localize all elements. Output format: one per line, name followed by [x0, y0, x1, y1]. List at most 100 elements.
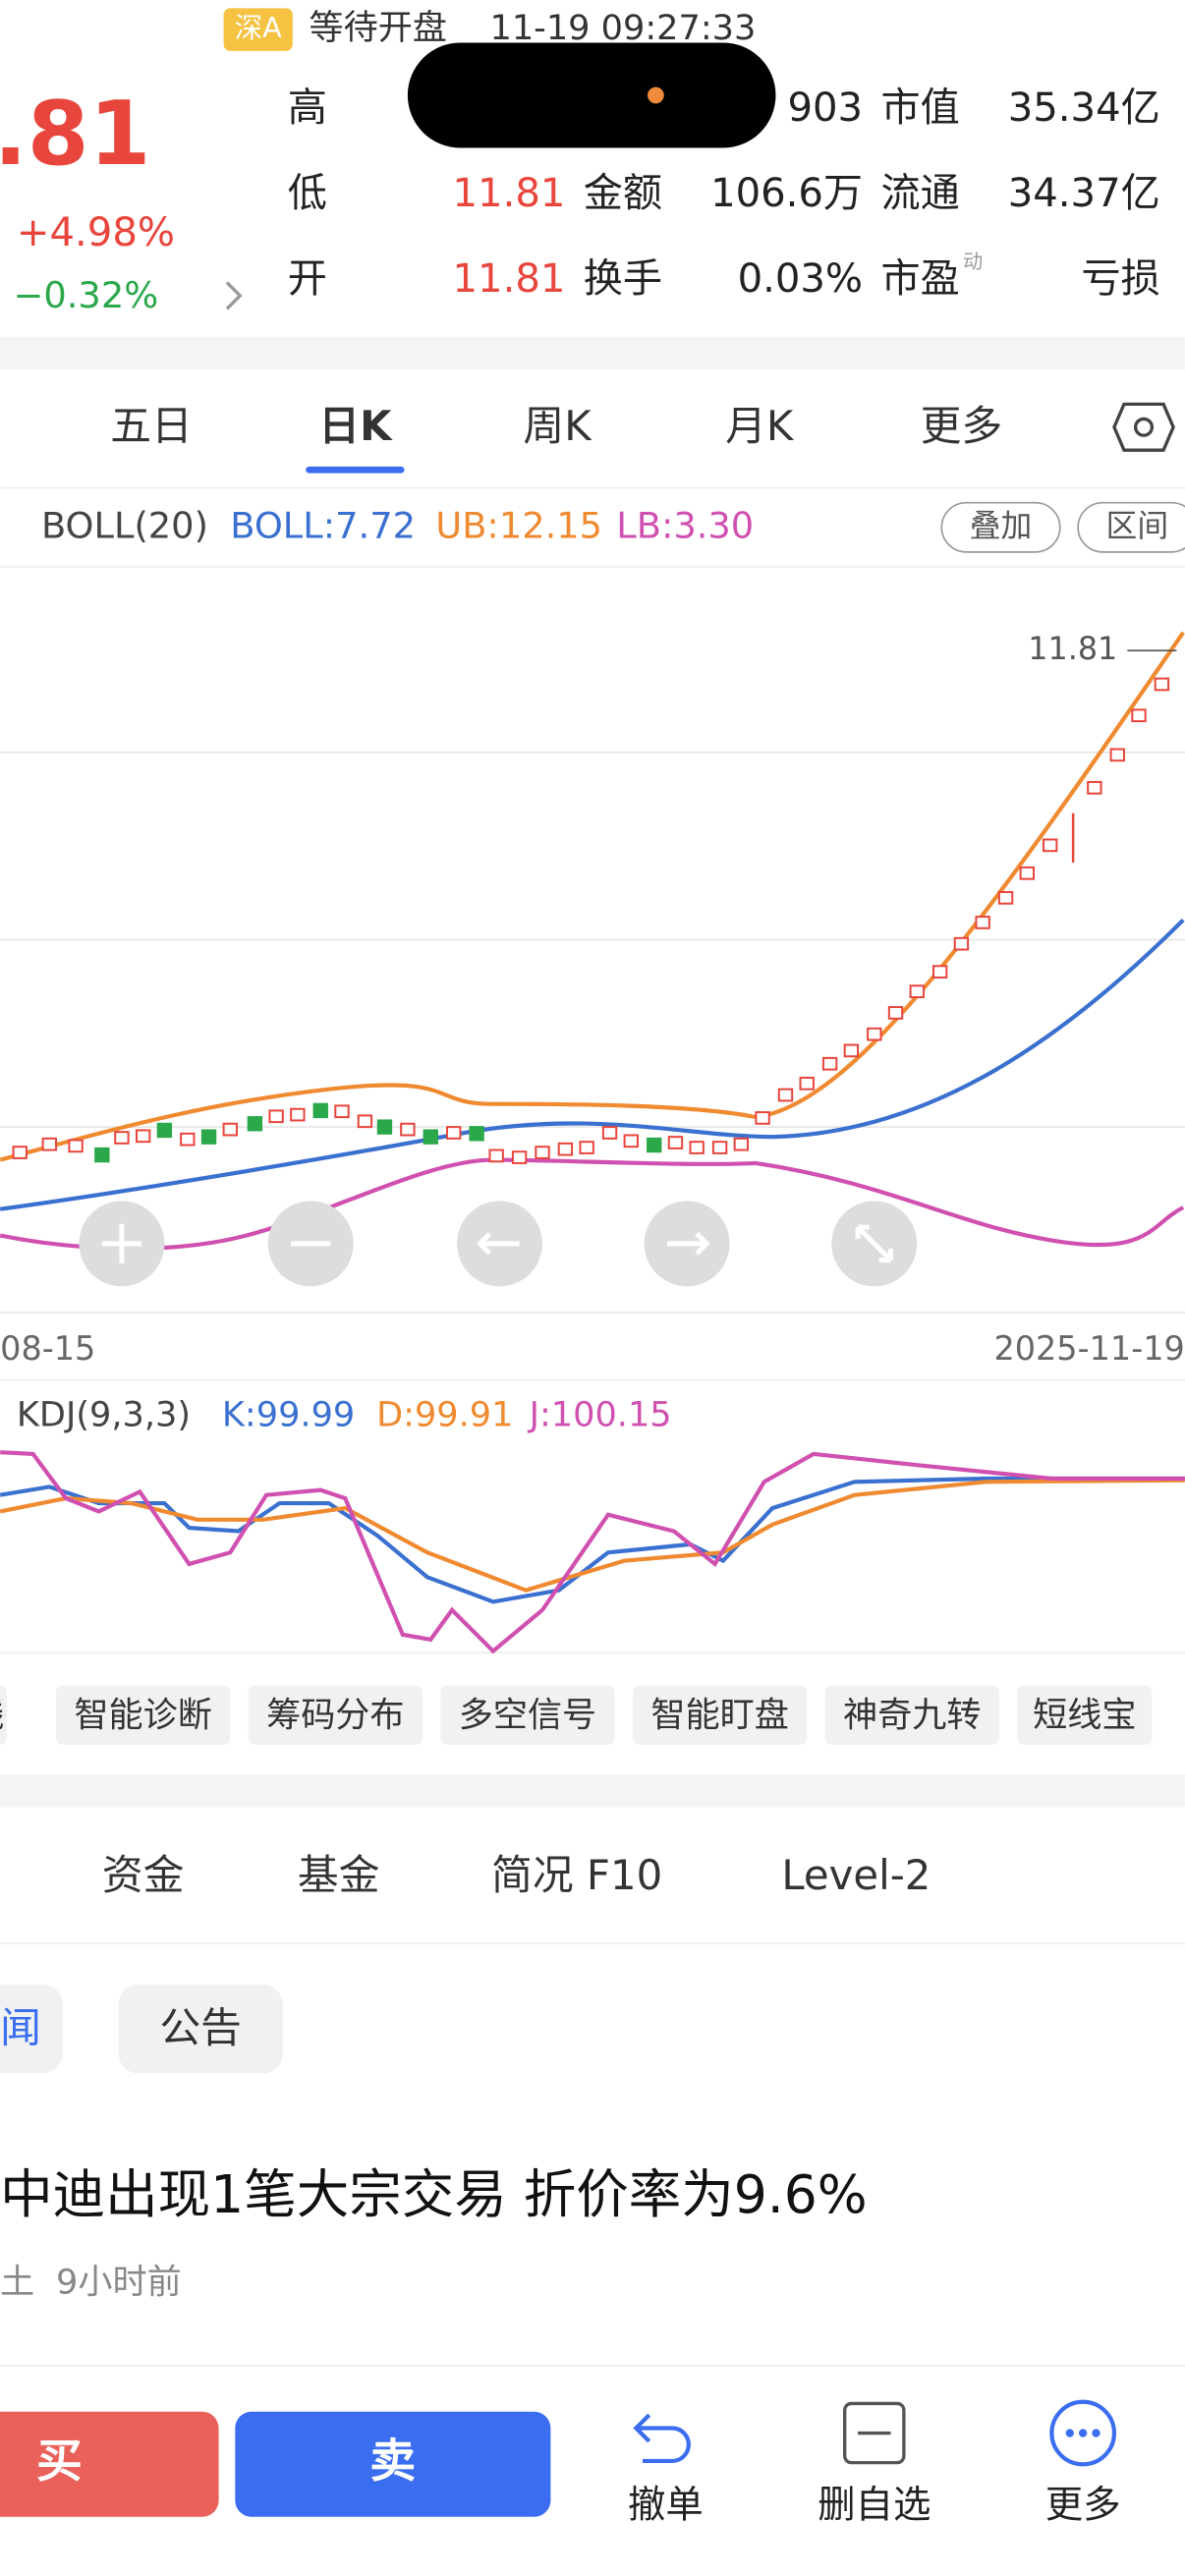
- cancel-icon: [633, 2413, 691, 2464]
- time: 11-19 09:27:33: [489, 8, 756, 48]
- news-source: 土: [0, 2262, 34, 2302]
- tool[interactable]: 智能盯盘: [650, 1695, 788, 1735]
- tool-bg[interactable]: [56, 1685, 231, 1745]
- period-tab[interactable]: 五日: [110, 402, 193, 450]
- candle: [268, 1109, 284, 1124]
- candle: [94, 1147, 110, 1163]
- tool[interactable]: 筹码分布: [266, 1695, 404, 1735]
- candle: [400, 1122, 416, 1137]
- period-tab[interactable]: 日K: [318, 402, 393, 450]
- lb: LB:3.30: [616, 504, 754, 546]
- candle: [1019, 866, 1035, 880]
- end-date: 2025-11-19: [993, 1329, 1184, 1368]
- candle: [579, 1141, 594, 1154]
- candle: [733, 1137, 750, 1151]
- tab-indicator: [306, 466, 405, 474]
- label: 市盈: [880, 256, 959, 302]
- candle: [1087, 780, 1102, 795]
- market-badge: [223, 8, 293, 51]
- sell[interactable]: 卖: [369, 2436, 416, 2489]
- tool[interactable]: 多空信号: [459, 1695, 596, 1735]
- period-tab[interactable]: 周K: [523, 402, 592, 450]
- kdj-name: KDJ(9,3,3): [17, 1394, 191, 1434]
- news-time: 9小时前: [56, 2262, 182, 2302]
- remove[interactable]: 删自选: [818, 2483, 931, 2527]
- candle: [247, 1116, 263, 1132]
- label: 流通: [880, 171, 959, 216]
- range[interactable]: 区间: [1106, 509, 1169, 544]
- cancel[interactable]: 撤单: [628, 2483, 704, 2527]
- label: 高: [288, 85, 327, 131]
- overlay[interactable]: 叠加: [970, 509, 1033, 544]
- range-btn[interactable]: [1077, 501, 1185, 553]
- boll: BOLL:7.72: [230, 504, 416, 546]
- chevron: [225, 281, 243, 310]
- candle: [887, 1006, 904, 1020]
- tool[interactable]: 神奇九转: [843, 1695, 981, 1735]
- candle: [931, 965, 948, 979]
- tool-bg[interactable]: [248, 1685, 423, 1745]
- buy-btn[interactable]: [0, 2411, 219, 2517]
- tool[interactable]: 线: [0, 1695, 4, 1735]
- candle: [200, 1129, 217, 1145]
- candle: [975, 916, 990, 929]
- news-tab[interactable]: 闻: [0, 2003, 41, 2051]
- news-tab-bg[interactable]: [118, 1985, 283, 2074]
- period-tab[interactable]: 月K: [725, 402, 795, 450]
- value: 903: [787, 85, 863, 131]
- candle: [623, 1134, 639, 1148]
- value: 34.37亿: [1008, 171, 1160, 216]
- candle: [511, 1150, 528, 1164]
- info-tab[interactable]: 基金: [298, 1851, 380, 1899]
- candle: [423, 1129, 438, 1145]
- info-tab[interactable]: 简况 F10: [491, 1851, 662, 1899]
- more-icon: [1049, 2399, 1117, 2467]
- tool-bar: 线 智能诊断 筹码分布 多空信号 智能盯盘 神奇九转 短线宝: [0, 1685, 1153, 1745]
- state: 等待开盘: [310, 8, 447, 48]
- tool-bg[interactable]: [1017, 1685, 1153, 1745]
- candle: [667, 1136, 684, 1149]
- grid: [0, 752, 1185, 1314]
- news-tab[interactable]: 公告: [159, 2003, 242, 2051]
- candle: [41, 1137, 58, 1151]
- candle: [1109, 748, 1125, 762]
- change-pct: +4.98%: [17, 210, 175, 255]
- camera-cutout: [407, 42, 776, 148]
- quote-grid: 高 903 市值 35.34亿 低 11.81 金额 106.6万 流通 34.…: [288, 85, 1160, 302]
- label: 市值: [880, 85, 959, 131]
- candle: [290, 1107, 306, 1122]
- tool-bg[interactable]: [632, 1685, 808, 1745]
- kdj-d-line: [0, 1478, 1185, 1593]
- tool-bg[interactable]: [824, 1685, 999, 1745]
- candle: [601, 1126, 618, 1140]
- candle: [689, 1141, 705, 1154]
- candle: [909, 984, 925, 999]
- candle: [469, 1126, 484, 1142]
- period-tab[interactable]: 更多: [921, 402, 1003, 450]
- tool-bg[interactable]: [440, 1685, 615, 1745]
- value: 35.34亿: [1008, 85, 1160, 131]
- tool[interactable]: 短线宝: [1033, 1695, 1136, 1735]
- news-tab-bg[interactable]: [0, 1985, 63, 2074]
- candle: [312, 1102, 328, 1119]
- more[interactable]: 更多: [1045, 2483, 1121, 2527]
- last-price: .81: [0, 83, 150, 186]
- news-title[interactable]: 中迪出现1笔大宗交易 折价率为9.6%: [0, 2163, 867, 2225]
- kdj-j-line: [0, 1450, 1185, 1654]
- value: 106.6万: [710, 171, 863, 216]
- overlay-btn[interactable]: [940, 501, 1061, 553]
- boll-mid: [0, 918, 1185, 1211]
- candle: [1043, 838, 1058, 853]
- price-label: 11.81: [1028, 632, 1117, 667]
- remove-icon: [843, 2401, 906, 2465]
- settings-icon: [1112, 402, 1175, 452]
- sell-btn[interactable]: [235, 2411, 551, 2517]
- label: 金额: [584, 171, 662, 216]
- info-tab[interactable]: Level-2: [781, 1851, 931, 1899]
- buy[interactable]: 买: [36, 2436, 83, 2489]
- info-tab[interactable]: 资金: [102, 1851, 185, 1899]
- tool-bg[interactable]: [0, 1685, 7, 1745]
- tool[interactable]: 智能诊断: [74, 1695, 211, 1735]
